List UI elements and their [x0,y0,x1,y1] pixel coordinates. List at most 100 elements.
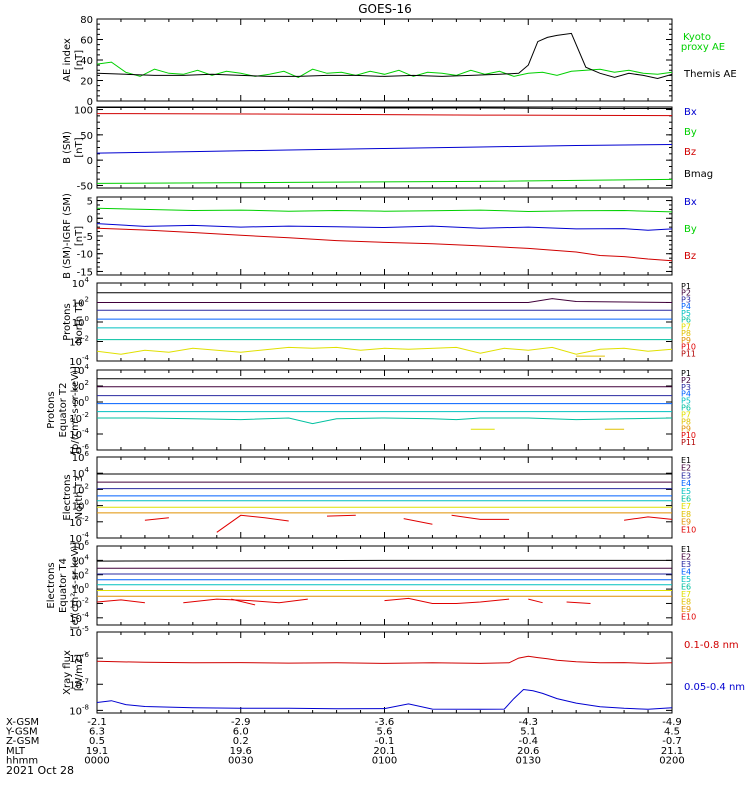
y-axis-label: [e/(cm²-s-sr-keV)] [70,542,81,630]
legend-item: 0.1-0.8 nm [684,640,739,651]
panel-frame [96,631,673,714]
legend-item: P9 [681,424,691,433]
y-axis-label: Electrons [46,562,57,608]
legend-item: P4 [681,302,691,311]
legend-item: E8 [681,510,691,519]
series-line [566,601,591,604]
ephemeris-value: 20.1 [373,746,395,757]
ephemeris-value: 6.3 [89,727,105,738]
y-axis-label: [nT] [74,226,85,246]
ephemeris-value: 6.0 [233,727,249,738]
ephemeris-value: 21.1 [661,746,683,757]
legend-item: E1 [681,545,691,554]
ephemeris-value: -4.9 [662,717,682,728]
legend-item: E4 [681,479,691,488]
y-tick-label: 102 [72,296,89,310]
legend-item: P6 [681,404,691,413]
legend-item: Bx [684,107,697,118]
panel-frame [96,369,673,451]
ephemeris-value: 0000 [84,755,109,766]
ephemeris-value: 5.6 [377,727,393,738]
legend-item: By [684,127,697,138]
legend-item: P8 [681,417,691,426]
figure-title: GOES-16 [358,2,412,16]
ephemeris-value: 0130 [516,755,541,766]
y-tick-label: 10-2 [69,515,89,529]
legend-item: P4 [681,390,691,399]
panel-4: 10-4 10-2 100 102 104 Protons North T1 P1P2P3P4… [62,276,696,368]
y-tick-label: 104 [72,276,90,290]
y-tick-label: 10-2 [69,411,89,425]
legend-item: P5 [681,309,691,318]
series-line [326,514,356,517]
series-line [97,144,672,154]
y-tick-label: -15 [77,267,93,278]
series-line [97,559,672,562]
legend-item: E9 [681,605,691,614]
legend-item: Bz [684,147,696,158]
y-tick-label: 100 [72,315,89,329]
y-tick-label: 50 [80,131,93,142]
y-axis-label: Xray flux [62,650,73,695]
y-axis-label: B (SM)-IGRF (SM) [62,193,73,279]
y-tick-label: 0 [87,214,93,225]
ephemeris-value: 19.1 [86,746,108,757]
y-tick-label: 100 [74,106,93,117]
legend-item: E5 [681,575,691,584]
series-line [384,597,510,604]
legend-item: P11 [681,438,696,447]
legend-item: P7 [681,322,691,331]
series-line [97,417,672,425]
y-tick-label: 10-4 [69,611,89,625]
y-axis-label: Protons [62,303,73,340]
legend-item: proxy AE [681,42,725,53]
series-line [97,223,672,231]
y-axis-label: [p/(cm²-s-sr-keV)] [70,366,81,454]
legend-item: P3 [681,383,691,392]
ephemeris-value: 4.5 [664,727,680,738]
ephemeris-value: -0.1 [375,736,395,747]
series-line [97,655,672,664]
series-line [97,61,672,78]
y-tick-label: -5 [83,232,93,243]
y-tick-label: 104 [72,466,90,480]
series-line [97,346,672,355]
y-axis-label: Electrons [62,474,73,520]
y-axis-label: North T3 [74,476,85,520]
legend-item: P1 [681,369,691,378]
legend-item: P8 [681,329,691,338]
ephemeris-row-label: MLT [6,746,26,757]
ephemeris-value: 0.2 [233,736,249,747]
y-axis-label: Protons [46,391,57,428]
series-line [183,598,308,604]
y-tick-label: 10-2 [69,596,89,610]
legend-item: P2 [681,289,691,298]
panel-3: -15 -10 -5 0 5 B (SM)-IGRF (SM) [nT] Bx By Bz [62,193,697,279]
ephemeris-value: -4.3 [518,717,538,728]
y-tick-label: 10-2 [69,335,89,349]
series-line [451,514,510,520]
legend-item: P7 [681,410,691,419]
panel-frame [96,545,673,626]
ephemeris-value: 19.6 [230,746,252,757]
panel-frame [96,282,673,362]
y-axis-label: B (SM) [62,131,73,164]
y-tick-label: 102 [72,568,89,582]
y-tick-label: 100 [72,582,89,596]
y-tick-label: 40 [80,56,93,67]
legend-item: E4 [681,568,691,577]
legend-item: E2 [681,553,691,562]
y-tick-label: 5 [87,197,93,208]
y-tick-label: 100 [72,395,89,409]
legend-item: Themis AE [683,69,737,80]
y-axis-label: Equator T2 [58,383,69,438]
legend-item: E6 [681,583,691,592]
legend-item: Bz [684,251,696,262]
